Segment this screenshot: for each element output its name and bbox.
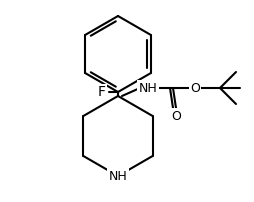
Text: F: F	[98, 85, 106, 99]
Text: NH: NH	[109, 169, 127, 182]
Text: NH: NH	[139, 81, 157, 95]
Text: O: O	[190, 81, 200, 95]
Text: O: O	[171, 109, 181, 122]
